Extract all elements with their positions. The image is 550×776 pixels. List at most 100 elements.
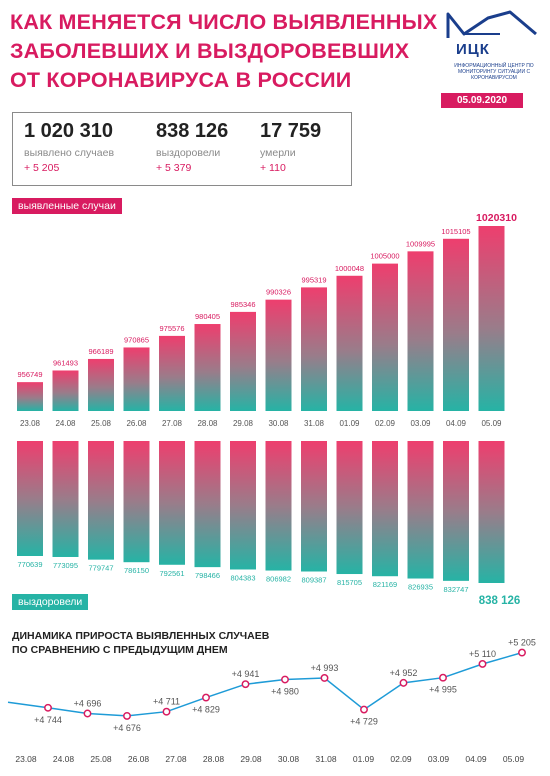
increment-line-chart: +4 744 +4 696 +4 676 +4 711 +4 829 +4 941 +4 9… (7, 638, 536, 764)
cases-value-label: 995319 (301, 275, 326, 284)
cases-value-label: 975576 (159, 324, 184, 333)
cases-value-label: 1000048 (335, 264, 364, 273)
increment-point (320, 674, 329, 682)
recovered-bar (194, 441, 221, 568)
cases-date-label: 28.08 (197, 419, 218, 428)
stat-cases-label: выявлено случаев (24, 147, 115, 159)
cases-bar (478, 226, 505, 411)
cases-bar (336, 275, 363, 411)
increment-point (123, 711, 131, 720)
increment-point (518, 648, 526, 657)
cases-value-label: 1005000 (370, 252, 399, 261)
line-date-label: 29.08 (240, 754, 262, 764)
stat-deaths-value: 17 759 (260, 120, 322, 142)
recovered-bar-chart: 770639 773095 779747 786150 792561 798466 8043… (17, 441, 520, 607)
cases-bar (88, 358, 114, 411)
recovered-value-label: 804383 (230, 574, 255, 583)
cases-date-label: 23.08 (20, 419, 41, 428)
recovered-value-label: 809387 (301, 576, 326, 585)
recovered-bar (478, 441, 505, 583)
increment-point (202, 693, 210, 702)
recovered-bar (88, 441, 114, 560)
increment-value-label: +4 729 (350, 717, 378, 727)
cases-bar (301, 287, 327, 411)
stat-deaths: 17 759 умерли + 110 (260, 120, 321, 174)
increment-value-label: +4 941 (232, 669, 260, 679)
title-line-3: ОТ КОРОНАВИРУСА В РОССИИ (10, 68, 352, 92)
cases-value-label: 1015105 (441, 227, 470, 236)
stat-recovered-label: выздоровели (156, 147, 221, 159)
increment-point (281, 675, 289, 684)
recovered-bar (407, 441, 434, 579)
line-date-label: 01.09 (353, 754, 375, 764)
stat-cases-value: 1 020 310 (24, 120, 113, 142)
cases-date-label: 29.08 (233, 419, 254, 428)
cases-date-label: 25.08 (91, 419, 112, 428)
line-date-label: 31.08 (315, 754, 337, 764)
logo: ИЦК ИНФОРМАЦИОННЫЙ ЦЕНТР ПО МОНИТОРИНГУ … (440, 8, 540, 81)
cases-date-label: 02.09 (375, 419, 396, 428)
cases-bar (443, 238, 469, 411)
cases-value-label: 1020310 (476, 212, 517, 224)
cases-date-label: 26.08 (126, 419, 147, 428)
increment-value-label: +4 744 (34, 715, 62, 725)
recovered-value-label: 792561 (159, 569, 184, 578)
cases-date-label: 04.09 (446, 419, 467, 428)
recovered-value-label: 821169 (373, 580, 397, 589)
cases-bar (194, 324, 221, 411)
date-badge: 05.09.2020 (441, 93, 523, 108)
cases-value-label: 970865 (124, 335, 149, 344)
stat-deaths-label: умерли (260, 147, 296, 159)
cases-chart-tag: выявленные случаи (12, 198, 122, 214)
cases-bar (230, 311, 256, 411)
cases-value-label: 980405 (195, 312, 220, 321)
cases-value-label: 966189 (88, 347, 113, 356)
increment-value-label: +5 205 (508, 638, 536, 648)
increment-value-label: +4 980 (271, 687, 299, 697)
increment-point (439, 673, 447, 682)
stat-cases: 1 020 310 выявлено случаев + 5 205 (24, 120, 114, 174)
recovered-value-label: 815705 (337, 578, 362, 587)
cases-bar (407, 251, 434, 411)
increment-value-label: +4 676 (113, 723, 141, 733)
recovered-bar (372, 441, 398, 577)
line-date-label: 05.09 (503, 754, 525, 764)
recovered-bar (336, 441, 363, 575)
recovered-bar (443, 441, 469, 581)
stat-cases-delta: + 5 205 (24, 162, 60, 174)
cases-date-label: 31.08 (304, 419, 325, 428)
increment-point (241, 680, 250, 689)
recovered-value-label: 806982 (266, 575, 291, 584)
recovered-value-label: 826935 (408, 583, 433, 592)
increment-value-label: +4 993 (311, 663, 339, 673)
cases-date-label: 24.08 (55, 419, 76, 428)
increment-point (360, 705, 368, 714)
recovered-bar (159, 441, 185, 565)
increment-value-label: +4 829 (192, 705, 220, 715)
recovered-value-label: 786150 (124, 566, 149, 575)
recovered-bar (230, 441, 256, 570)
cases-date-label: 27.08 (162, 419, 183, 428)
recovered-bar (301, 441, 327, 572)
increment-value-label: +4 995 (429, 685, 457, 695)
line-date-label: 27.08 (165, 754, 187, 764)
recovered-value-label: 838 126 (479, 595, 521, 607)
increment-point (44, 703, 52, 712)
cases-date-label: 01.09 (339, 419, 360, 428)
increment-value-label: +4 952 (390, 668, 418, 678)
increment-line (7, 651, 523, 717)
line-date-label: 02.09 (390, 754, 412, 764)
stat-recovered: 838 126 выздоровели + 5 379 (156, 120, 228, 174)
cases-value-label: 1009995 (406, 239, 435, 248)
recovered-chart-tag: выздоровели (12, 594, 89, 610)
recovered-bar (123, 441, 150, 563)
logo-name: ИЦК (456, 41, 490, 58)
title-line-1: КАК МЕНЯЕТСЯ ЧИСЛО ВЫЯВЛЕННЫХ (10, 10, 438, 34)
title-line-2: ЗАБОЛЕВШИХ И ВЫЗДОРОВЕВШИХ (10, 39, 410, 63)
recovered-bar (265, 441, 292, 571)
increment-value-label: +5 110 (469, 649, 496, 659)
line-date-label: 28.08 (203, 754, 225, 764)
cases-bar (265, 299, 292, 411)
stat-deaths-delta: + 110 (260, 162, 286, 174)
